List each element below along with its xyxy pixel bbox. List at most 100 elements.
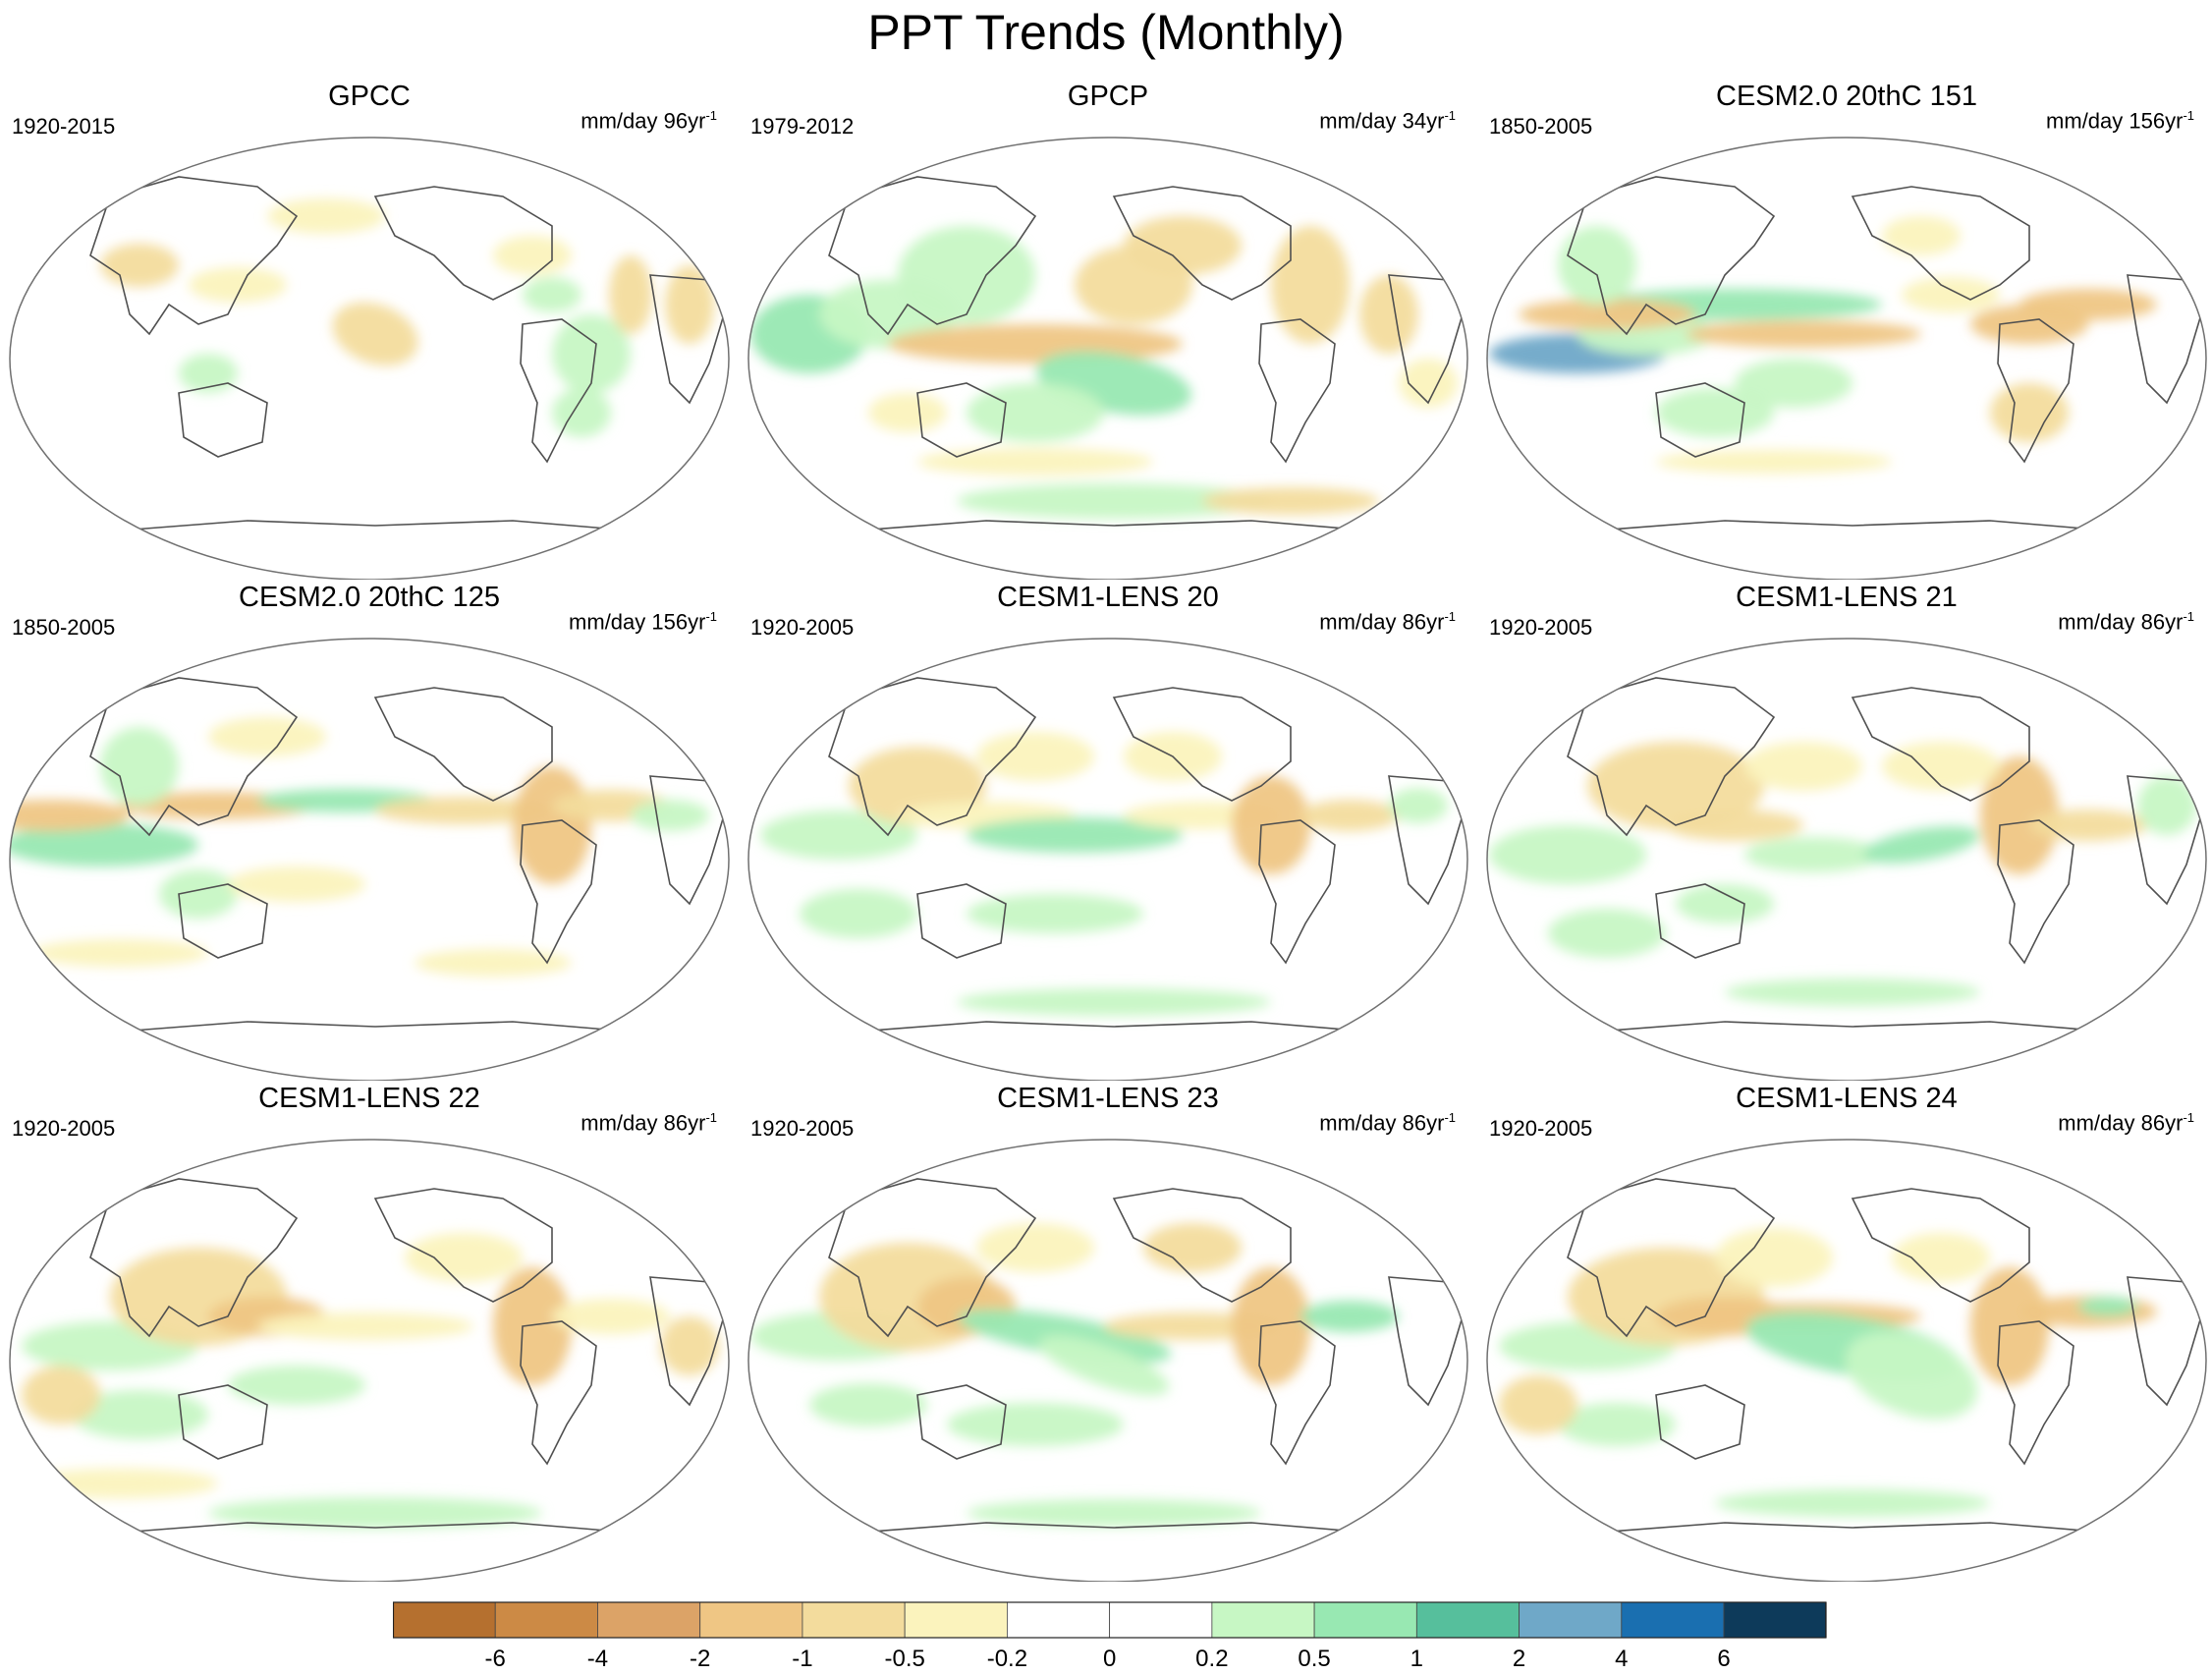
trend-region	[228, 1366, 365, 1405]
trend-region	[415, 949, 572, 977]
colorbar-tick-label: -4	[587, 1646, 608, 1670]
coastline	[520, 318, 597, 464]
trend-region	[1892, 1233, 1990, 1282]
trend-region	[375, 797, 552, 824]
map-panel-2: GPCP 1979-2012 mm/day 34yr-1	[741, 79, 1475, 580]
trend-region	[1300, 1301, 1399, 1332]
trend-region	[228, 866, 365, 902]
units-exponent: -1	[2183, 609, 2194, 624]
panel-title: CESM1-LENS 24	[1736, 1083, 1958, 1114]
trend-region	[1399, 359, 1458, 408]
trend-region	[208, 717, 326, 756]
panel-units: mm/day 86yr-1	[1319, 609, 1456, 635]
colorbar-tick-label: 0.2	[1195, 1646, 1228, 1670]
trend-region	[609, 255, 652, 334]
trend-region	[405, 1233, 523, 1282]
map-svg	[9, 638, 730, 1081]
colorbar-swatch	[1313, 1601, 1417, 1639]
panel-period: 1920-2005	[1489, 1116, 1593, 1141]
trend-region	[2019, 289, 2157, 320]
map-svg	[9, 137, 730, 580]
trend-region	[267, 198, 385, 234]
colorbar-tick-label: 2	[1513, 1646, 1525, 1670]
trend-region	[332, 302, 418, 366]
trend-region	[1202, 487, 1379, 515]
coastline	[1596, 1522, 2109, 1534]
trend-region	[1666, 810, 1803, 841]
coastline	[857, 1522, 1370, 1534]
coastline	[373, 1188, 553, 1303]
trend-region	[1686, 320, 1921, 348]
trend-region	[1038, 1335, 1170, 1396]
trend-region	[1902, 277, 2000, 312]
trend-region	[1735, 359, 1853, 408]
map-frame	[1486, 638, 2207, 1081]
units-exponent: -1	[1444, 108, 1456, 123]
coastline	[857, 1021, 1370, 1033]
map-frame	[1486, 1139, 2207, 1582]
colorbar-swatch	[1007, 1601, 1111, 1639]
trend-region	[1124, 216, 1242, 275]
units-exponent: -1	[705, 609, 717, 624]
map-svg	[1486, 137, 2207, 580]
trend-region	[1389, 788, 1448, 823]
map-frame	[747, 1139, 1468, 1582]
units-exponent: -1	[2183, 108, 2194, 123]
trend-region	[22, 1366, 100, 1424]
panel-period: 1920-2005	[750, 1116, 855, 1141]
units-text: mm/day 96yr	[581, 108, 706, 134]
trend-region	[1143, 1223, 1242, 1272]
figure-title: PPT Trends (Monthly)	[867, 5, 1345, 60]
coastline	[828, 1178, 1037, 1338]
panel-period: 1920-2005	[12, 1116, 116, 1141]
trend-region	[1676, 884, 1774, 923]
panel-period: 1979-2012	[750, 114, 855, 139]
panel-title: GPCP	[1067, 81, 1149, 112]
coastline	[1567, 1178, 1776, 1338]
map-svg	[747, 1139, 1468, 1582]
panel-units: mm/day 86yr-1	[2058, 1110, 2194, 1136]
panel-title: GPCC	[328, 81, 411, 112]
trend-region	[1300, 800, 1399, 831]
trend-region	[976, 1223, 1094, 1272]
colorbar-swatch	[802, 1601, 906, 1639]
colorbar-tick-label: 0.5	[1298, 1646, 1330, 1670]
units-text: mm/day 156yr	[569, 609, 706, 635]
colorbar-tick-label: -1	[792, 1646, 812, 1670]
colorbar-swatch	[1211, 1601, 1315, 1639]
trend-region	[1656, 450, 1892, 474]
coastline	[857, 520, 1370, 531]
coastline	[178, 883, 268, 959]
map-frame	[1486, 137, 2207, 580]
map-frame	[9, 137, 730, 580]
trend-region	[947, 1403, 1124, 1446]
panel-title: CESM2.0 20thC 125	[239, 582, 500, 613]
trend-region	[257, 1312, 473, 1340]
trend-region	[2029, 810, 2147, 841]
trend-region	[2078, 1297, 2137, 1316]
units-exponent: -1	[2183, 1110, 2194, 1125]
map-panel-3: CESM2.0 20thC 151 1850-2005 mm/day 156yr-1	[1479, 79, 2212, 580]
trend-region	[898, 226, 1035, 324]
trend-region	[868, 393, 947, 432]
map-panel-1: GPCC 1920-2015 mm/day 96yr-1	[2, 79, 737, 580]
units-text: mm/day 86yr	[2058, 1110, 2184, 1136]
coastline	[1997, 1320, 2074, 1466]
trend-region	[552, 314, 631, 393]
colorbar-tick-label: -2	[690, 1646, 710, 1670]
coastline	[520, 1320, 597, 1466]
coastline	[1258, 1320, 1336, 1466]
colorbar-swatch	[1519, 1601, 1623, 1639]
coastline	[1655, 1384, 1745, 1460]
trend-region	[1558, 1403, 1676, 1446]
trend-region	[100, 727, 179, 806]
trend-region	[1882, 216, 1961, 255]
trend-region	[493, 236, 572, 275]
map-svg	[1486, 1139, 2207, 1582]
coastline	[1258, 819, 1336, 965]
trend-region	[1558, 226, 1636, 305]
coastline	[373, 186, 553, 301]
trend-region	[976, 732, 1094, 781]
map-panel-6: CESM1-LENS 21 1920-2005 mm/day 86yr-1	[1479, 580, 2212, 1081]
panel-title: CESM1-LENS 23	[997, 1083, 1219, 1114]
